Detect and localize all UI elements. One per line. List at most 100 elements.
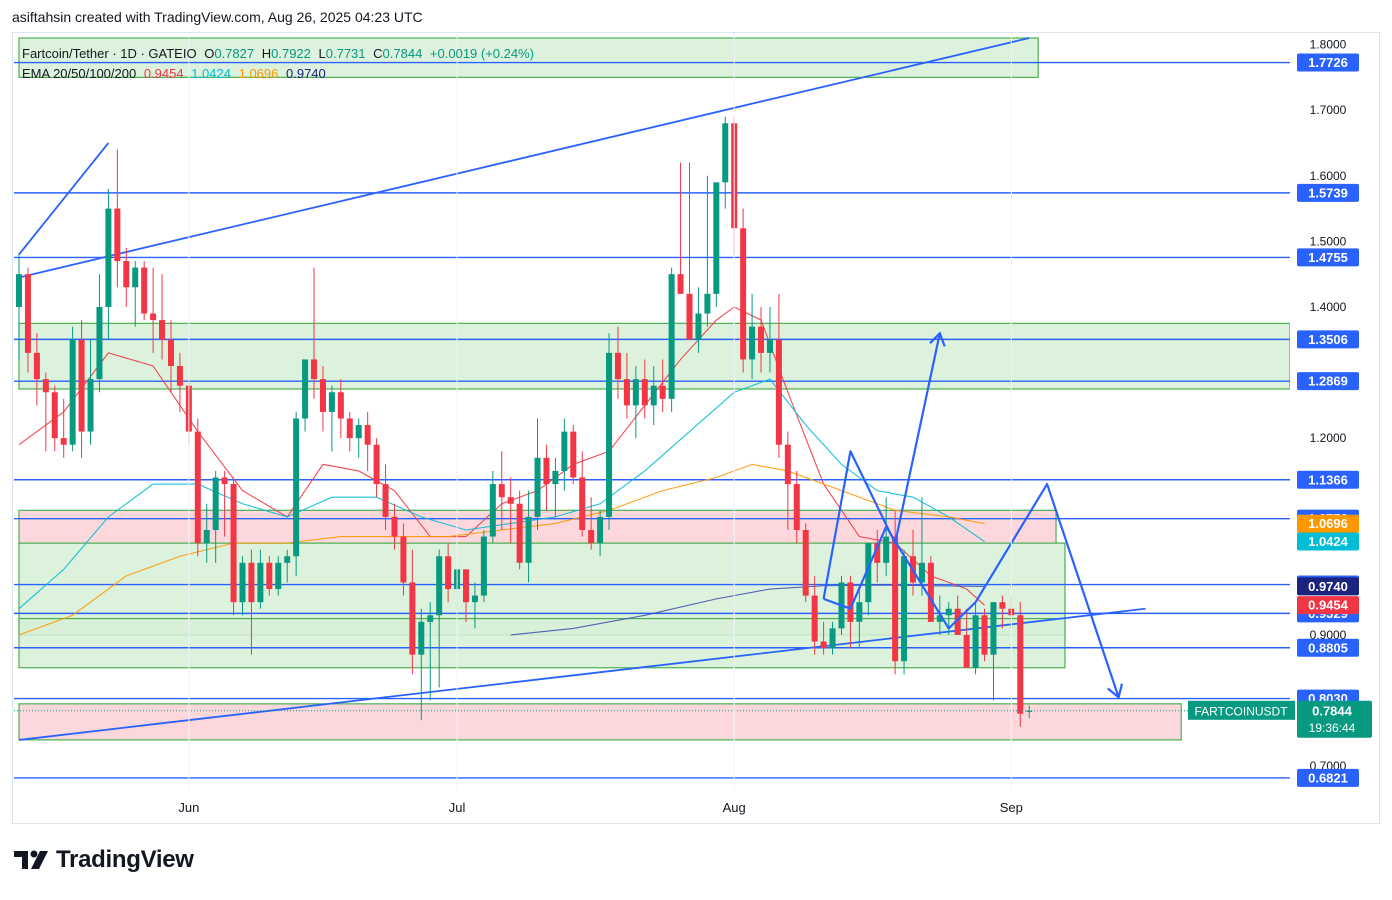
candle-body [588, 530, 595, 544]
candle [167, 320, 174, 393]
candle [436, 549, 443, 688]
candle-body [793, 484, 800, 530]
candle-body [999, 602, 1006, 609]
candle [695, 287, 702, 353]
tradingview-logo[interactable]: TradingView [14, 846, 194, 874]
legend-high: 0.7922 [271, 46, 311, 61]
candle [418, 608, 425, 721]
ema-tag: 0.9454 [1297, 596, 1359, 615]
candle-body [239, 562, 246, 603]
level-tag-text: 1.1366 [1308, 472, 1348, 487]
level-tag: 0.8805 [1297, 638, 1359, 657]
level-tag-text: 1.3506 [1308, 332, 1348, 347]
candle [865, 543, 872, 616]
candle-body [60, 438, 67, 445]
x-tick-label-Sep: Sep [1000, 800, 1023, 815]
legend-change: +0.0019 (+0.24%) [429, 46, 534, 61]
y-tick-label: 1.2000 [1310, 431, 1347, 445]
candle [918, 497, 925, 596]
candle [766, 306, 773, 373]
candle-body [1017, 615, 1024, 714]
candle [275, 556, 282, 596]
candle [480, 530, 487, 603]
level-tag-bg [1297, 183, 1359, 202]
candle-body [319, 379, 326, 412]
candle [954, 595, 961, 635]
candle-body [230, 484, 237, 603]
candle [740, 208, 747, 373]
candle-body [212, 477, 219, 530]
level-tag-text: 1.7726 [1308, 55, 1348, 70]
candle-body [436, 556, 443, 616]
candle-body [570, 431, 577, 478]
candle [42, 372, 49, 452]
candle-body [597, 516, 604, 544]
candle [990, 602, 997, 701]
candle [311, 267, 318, 399]
candle-body [775, 339, 782, 445]
symbol-label-text: FARTCOINUSDT [1194, 704, 1288, 718]
candle-body [936, 615, 943, 622]
legend-close-label: C [373, 46, 383, 61]
candle-body [266, 562, 273, 590]
candle-body [489, 484, 496, 537]
candle-body [516, 503, 523, 563]
candle-body [409, 582, 416, 655]
candle-body [427, 615, 434, 622]
candle-body [641, 379, 648, 406]
level-tag: 1.1366 [1297, 470, 1359, 489]
ema-tag-bg [1297, 596, 1359, 615]
level-tag-bg [1297, 372, 1359, 391]
legend-ohlc-row: Fartcoin/Tether · 1D · GATEIO O0.7827 H0… [22, 44, 538, 64]
legend-low: 0.7731 [325, 46, 366, 61]
candle [141, 261, 148, 321]
candle-body [373, 444, 380, 485]
candle-body [221, 477, 228, 485]
x-tick-label-Aug: Aug [723, 800, 746, 815]
candle-body [275, 562, 282, 590]
candle-body [400, 536, 407, 583]
candle-body [623, 379, 630, 406]
candle-body [114, 208, 121, 262]
candle [463, 569, 469, 622]
ema-tag: 1.0696 [1297, 514, 1359, 533]
candle-body [981, 615, 988, 655]
candle [659, 359, 666, 412]
candle-body [257, 562, 264, 603]
candle [132, 261, 139, 327]
candle-body [167, 339, 174, 366]
candle-body [150, 313, 157, 321]
candle [212, 470, 219, 563]
candle-body [42, 379, 49, 393]
candle-body [883, 536, 890, 563]
candle [534, 418, 541, 530]
legend-low-label: L [318, 46, 326, 61]
candle [713, 182, 720, 307]
candle-body [132, 267, 139, 288]
candle-body [328, 392, 335, 412]
candle [319, 366, 326, 432]
candle-body [337, 392, 344, 419]
projection-arrowhead-bull-path [929, 331, 946, 347]
candle-body [346, 418, 353, 439]
y-tick-label: 1.6000 [1310, 169, 1347, 183]
candle [901, 549, 908, 675]
candle [176, 352, 183, 412]
candle-body [874, 543, 881, 563]
ema-tag: 0.9740 [1297, 577, 1359, 596]
candle [704, 175, 711, 327]
candle [96, 274, 103, 393]
candle [33, 333, 40, 406]
candle-body [418, 621, 425, 655]
candle-body [686, 293, 693, 340]
legend-ema-row: EMA 20/50/100/200 0.9454 1.0424 1.0696 0… [22, 64, 538, 84]
candle [427, 602, 434, 701]
candle [257, 549, 264, 609]
candle-body [480, 536, 487, 596]
candle-body [159, 320, 166, 340]
candle [114, 149, 121, 288]
candle-body [382, 484, 389, 517]
candle-body [105, 208, 112, 307]
candle [284, 549, 291, 583]
